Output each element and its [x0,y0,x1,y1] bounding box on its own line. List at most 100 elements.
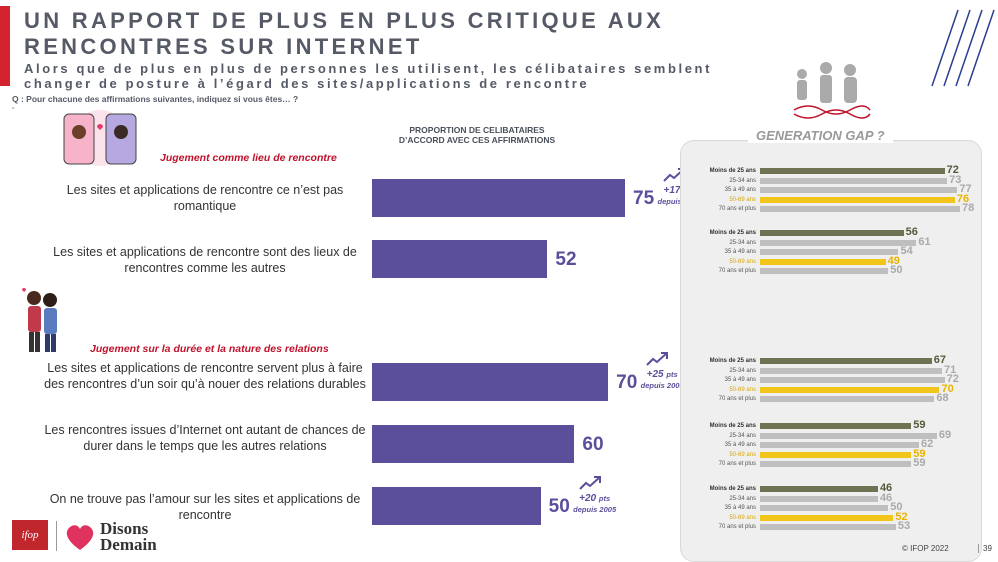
age-group-bar [760,249,899,256]
logo-line: Demain [100,535,157,554]
trend-delta-unit: pts [666,370,678,379]
age-group-value: 54 [900,245,913,258]
age-group-label: 35 à 49 ans [724,187,756,194]
age-group-bar [760,423,912,429]
age-group-bar [760,451,912,458]
main-bar-value: 75 [633,188,655,209]
age-group-bar [760,432,937,439]
age-group-bar [760,258,886,265]
age-group-value: 59 [913,457,926,470]
age-group-value: 56 [905,226,918,238]
age-group-bar [760,177,948,184]
age-group-value: 69 [938,428,952,441]
age-group-label: 35 à 49 ans [724,249,756,256]
trend-delta-value: +20 [579,493,599,504]
age-group-bar [760,386,940,393]
age-group-bar [760,442,919,449]
age-group-label: Moins de 25 ans [709,168,756,174]
age-group-label: 70 ans et plus [718,461,756,468]
statement-label: Les sites et applications de rencontre c… [66,183,344,213]
main-bar-value: 50 [548,496,570,517]
main-bar [372,487,541,525]
age-group-value: 50 [890,264,903,277]
age-group-value: 62 [920,438,934,451]
trend-delta-value: +17 [663,185,684,196]
age-group-bar [760,396,935,403]
age-group-bar [760,168,945,174]
main-bar-value: 60 [582,434,604,455]
age-group-value: 46 [879,491,893,504]
trend-since: depuis 2005 [573,505,617,514]
logo-divider [56,521,57,551]
section-label-meeting-place: Jugement comme lieu de rencontre [160,152,337,164]
age-group-bar [760,358,932,364]
age-group-label: 70 ans et plus [718,524,756,531]
trend-annotation: +25 pts depuis 2005 [634,369,690,391]
age-group-value: 68 [936,392,949,405]
age-group-bar [760,367,943,374]
age-group-bar [760,206,960,213]
age-group-bar [760,196,955,203]
trend-up-icon [646,352,669,366]
logo-line: Disons [100,519,149,538]
section-label-relationship-duration: Jugement sur la durée et la nature des r… [90,343,329,355]
trend-annotation: +20 pts depuis 2005 [567,493,623,515]
age-group-label: 35 à 49 ans [724,442,756,449]
age-group-label: 25-34 ans [729,367,756,374]
trend-delta: +20 pts [567,493,623,504]
page-subtitle: Alors que de plus en plus de personnes l… [24,61,712,91]
trend-since: depuis 2005 [640,381,684,390]
generations-icon [793,62,871,119]
age-group-bar [760,377,945,384]
age-group-value: 73 [949,173,962,186]
age-group-value: 46 [879,482,893,494]
age-group-value: 70 [941,382,954,395]
age-group-bar [760,524,896,531]
age-group-label: 70 ans et plus [718,396,756,403]
title-accent-bar [0,6,10,86]
age-group-value: 50 [890,501,903,514]
age-group-value: 53 [897,520,911,533]
age-group-bar [760,268,889,275]
statement-label: Les rencontres issues d’Internet ont aut… [44,423,366,453]
couple-illustration [22,288,57,352]
main-bar [372,363,609,401]
age-group-value: 67 [933,354,947,366]
main-bar [372,425,575,463]
phones-illustration [63,110,137,166]
chart-title: PROPORTION DE CELIBATAIRES D’ACCORD AVEC… [398,125,556,145]
main-bar-value: 70 [616,372,638,393]
age-group-label: Moins de 25 ans [709,358,756,364]
main-bar [372,240,548,278]
age-group-value: 72 [946,373,959,386]
page-title: UN RAPPORT DE PLUS EN PLUS CRITIQUE AUX … [24,8,665,59]
generation-gap-title: GENERATION GAP ? [748,128,893,143]
age-group-label: 50-69 ans [729,514,756,521]
age-group-bar [760,514,894,521]
statement-label: Les sites et applications de rencontre s… [44,361,366,391]
trend-since: depuis 2004 [657,197,701,206]
trend-delta-value: +25 [646,369,667,380]
age-group-label: Moins de 25 ans [709,423,756,429]
age-group-label: 25-34 ans [729,177,756,184]
age-group-label: 50-69 ans [729,386,756,393]
age-group-label: 25-34 ans [729,239,756,246]
disons-demain-logo: Disons Demain [100,519,157,554]
age-group-bar [760,230,904,236]
trend-delta-unit: pts [598,494,611,503]
base-note: ˜ [12,108,15,115]
age-group-bar [760,486,878,492]
age-group-label: 50-69 ans [729,196,756,203]
age-group-label: 25-34 ans [729,432,756,439]
age-group-bar [760,495,878,502]
ifop-logo: ifop [12,520,48,550]
age-group-bar [760,239,917,246]
age-group-label: Moins de 25 ans [709,486,756,492]
age-group-label: 50-69 ans [729,258,756,265]
age-group-value: 77 [959,183,972,196]
age-group-label: 35 à 49 ans [724,505,756,512]
age-group-bar [760,505,889,512]
age-group-value: 49 [887,254,900,267]
age-group-value: 59 [913,419,926,431]
statement-label: On ne trouve pas l’amour sur les sites e… [49,492,361,522]
